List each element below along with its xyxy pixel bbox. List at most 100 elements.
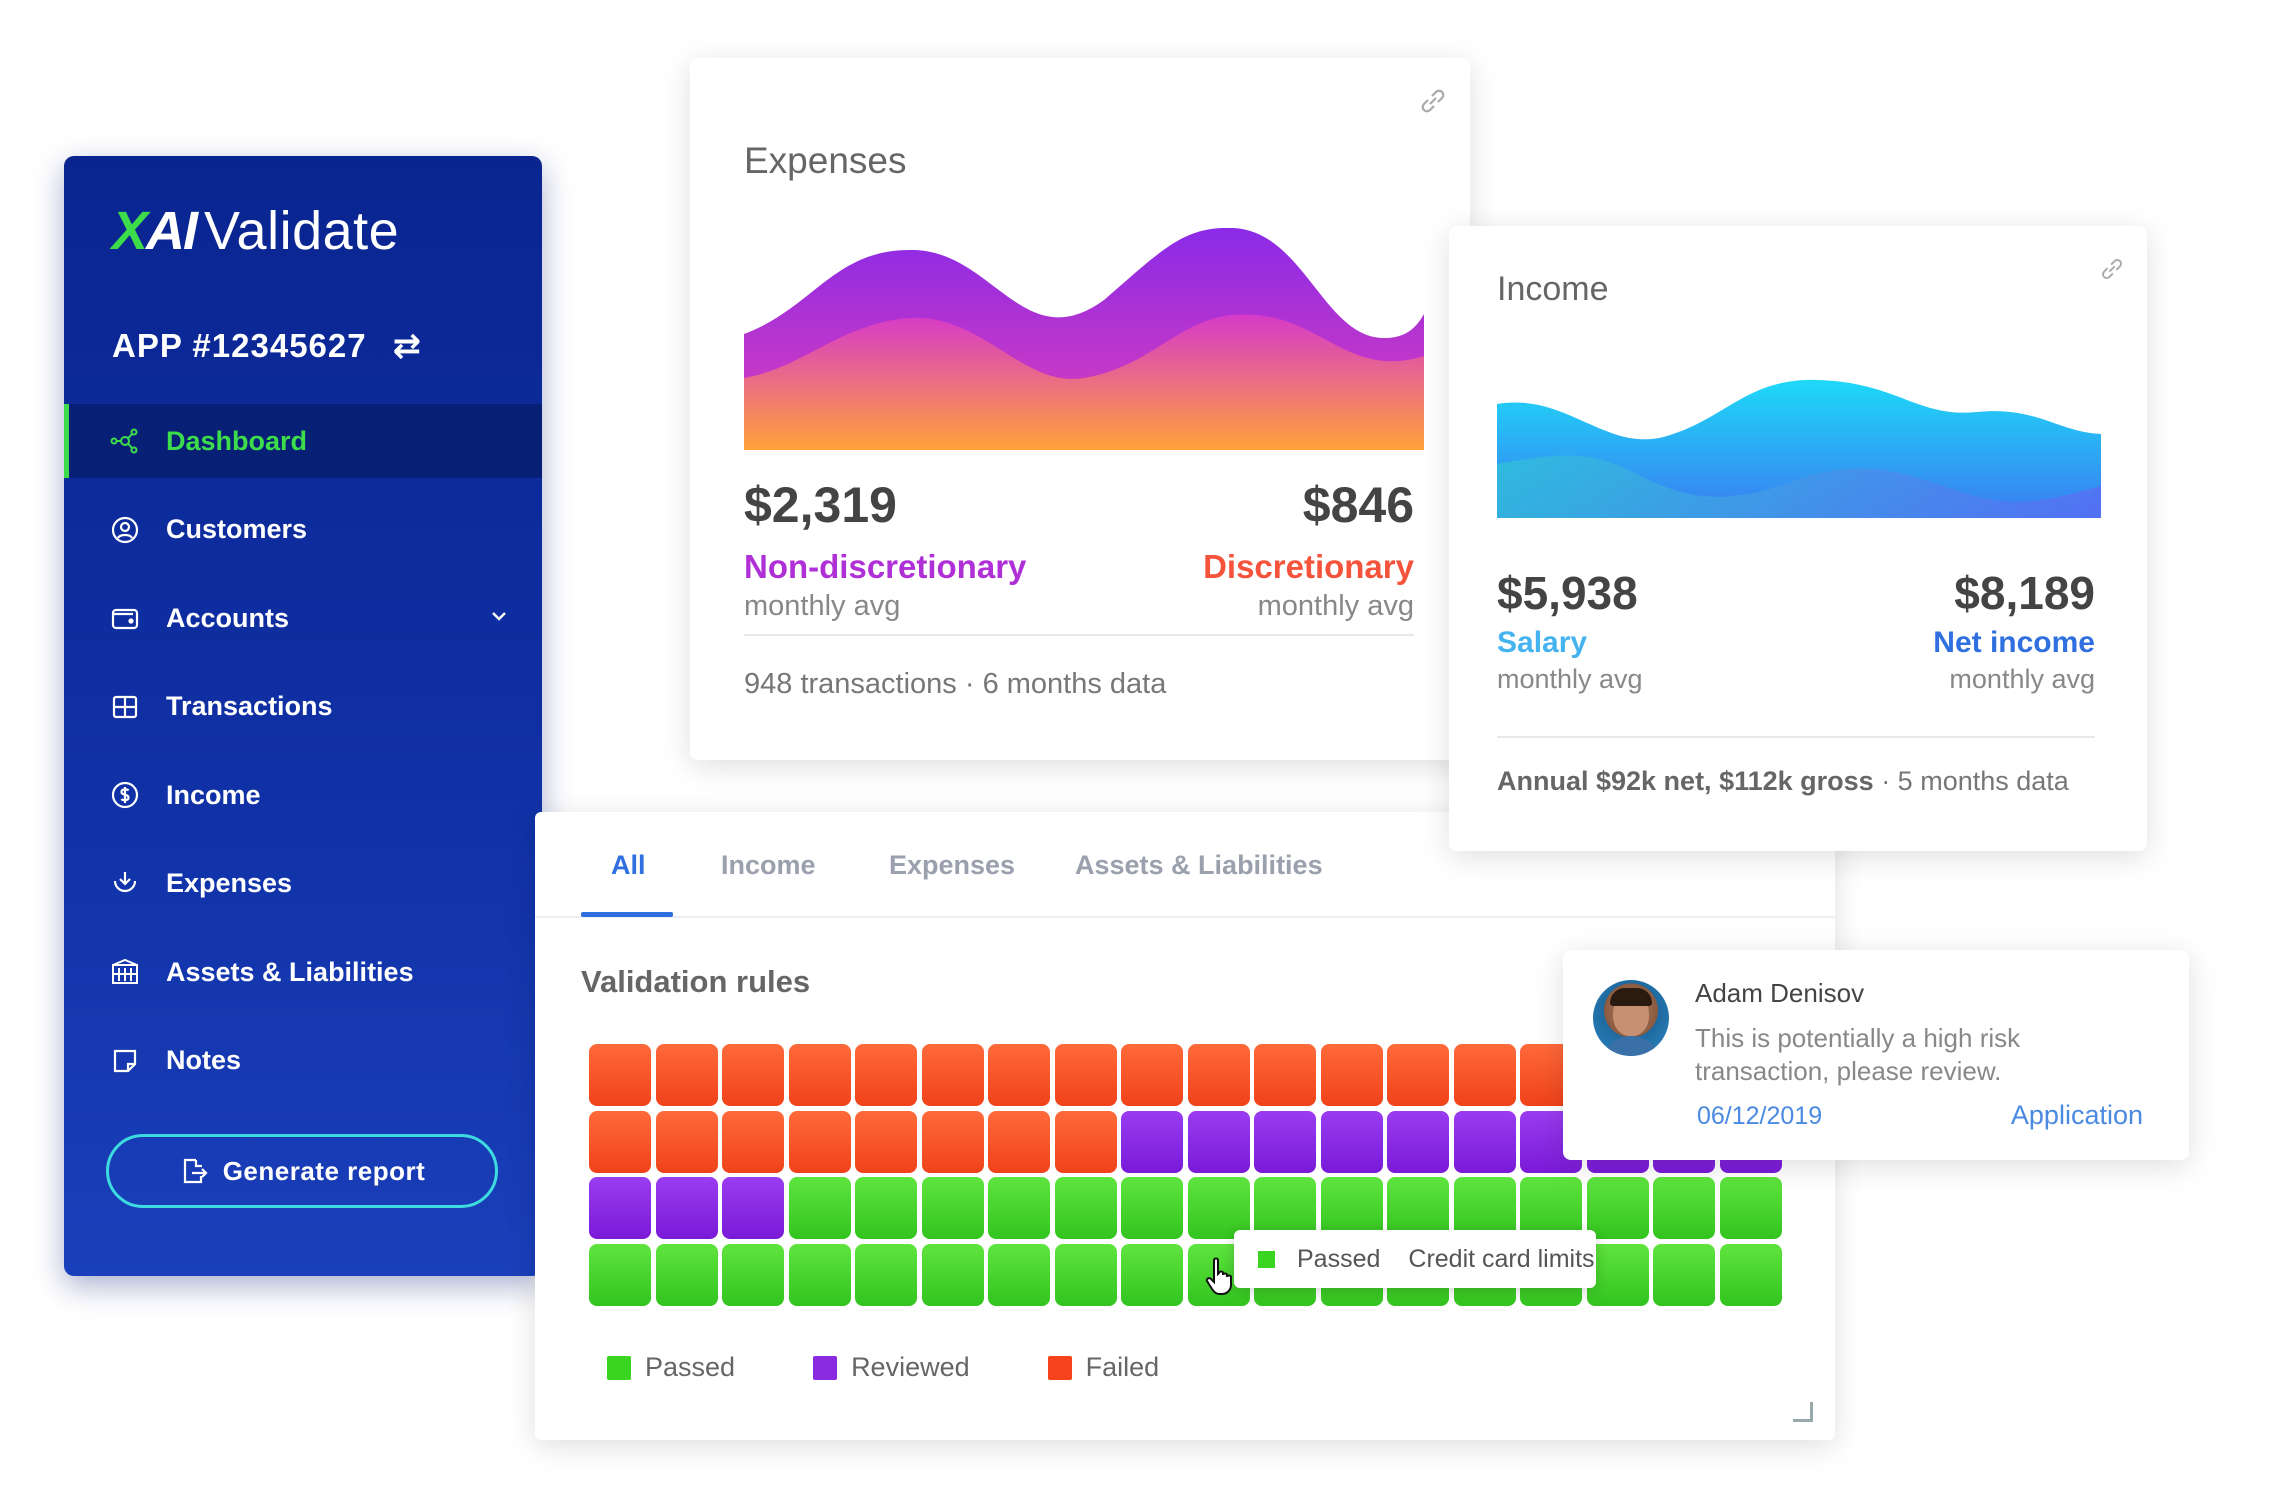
rule-cell-failed[interactable] [722,1044,784,1106]
app-logo[interactable]: XAI Validate [112,186,399,276]
rule-cell-failed[interactable] [921,1110,984,1173]
sidebar-item-dashboard[interactable]: Dashboard [64,404,542,478]
rule-cell-passed[interactable] [921,1243,984,1306]
rule-cell-failed[interactable] [788,1110,851,1173]
link-icon[interactable] [1416,84,1450,118]
rule-cell-passed[interactable] [1453,1177,1516,1239]
tooltip-status: Passed [1297,1244,1381,1273]
rule-cell-failed[interactable] [1121,1044,1183,1106]
sidebar-item-accounts[interactable]: Accounts [64,581,542,655]
rule-cell-failed[interactable] [1054,1110,1117,1173]
sidebar-nav: Dashboard Customers Accounts Transaction… [64,404,542,1112]
rule-cell-failed[interactable] [722,1110,784,1173]
sidebar-item-notes[interactable]: Notes [64,1024,542,1098]
rule-cell-reviewed[interactable] [655,1177,718,1239]
rule-cell-passed[interactable] [1586,1177,1649,1239]
rule-cell-failed[interactable] [855,1044,917,1106]
rule-cell-passed[interactable] [855,1177,917,1239]
net-income-label: Net income [1933,626,2095,659]
tab-assets-liabilities[interactable]: Assets & Liabilities [1075,850,1323,880]
sidebar-item-expenses[interactable]: Expenses [64,847,542,921]
sidebar-item-label: Expenses [166,868,293,898]
tab-income[interactable]: Income [721,850,816,880]
rule-cell-failed[interactable] [921,1044,984,1106]
net-income-value: $8,189 [1954,567,2095,619]
tab-expenses[interactable]: Expenses [889,850,1016,880]
rule-cell-reviewed[interactable] [1121,1110,1183,1173]
monthly-avg-label: monthly avg [1949,664,2095,694]
rule-cell-reviewed[interactable] [1320,1110,1383,1173]
rule-cell-failed[interactable] [1187,1044,1250,1106]
rule-cell-passed[interactable] [722,1243,784,1306]
discretionary-value: $846 [1302,477,1414,533]
rule-cell-passed[interactable] [1320,1177,1383,1239]
rule-cell-reviewed[interactable] [1254,1110,1316,1173]
rule-cell-passed[interactable] [988,1243,1050,1306]
rule-cell-passed[interactable] [1719,1243,1782,1306]
rule-cell-failed[interactable] [655,1110,718,1173]
resize-handle[interactable] [1793,1402,1813,1422]
sidebar-item-transactions[interactable]: Transactions [64,670,542,744]
rule-cell-failed[interactable] [1054,1044,1117,1106]
logo-mark-rest: AI [146,201,198,261]
rule-cell-failed[interactable] [1254,1044,1316,1106]
legend-label: Reviewed [851,1352,970,1382]
link-icon[interactable] [2097,254,2127,284]
rule-cell-reviewed[interactable] [1453,1110,1516,1173]
rule-cell-failed[interactable] [1320,1044,1383,1106]
divider [744,634,1414,636]
rule-cell-passed[interactable] [1121,1177,1183,1239]
generate-report-button[interactable]: Generate report [106,1134,498,1208]
rule-cell-passed[interactable] [1520,1177,1582,1239]
rule-cell-passed[interactable] [1387,1177,1449,1239]
notification-message: This is potentially a high risk transact… [1695,1023,2021,1086]
sidebar-item-label: Notes [166,1045,242,1075]
validation-rules-title: Validation rules [581,964,811,999]
salary-label: Salary [1497,626,1588,659]
rule-cell-passed[interactable] [855,1243,917,1306]
income-footer-rest: · 5 months data [1873,766,2069,796]
rule-cell-passed[interactable] [1187,1177,1250,1239]
sidebar-item-customers[interactable]: Customers [64,493,542,567]
swap-icon[interactable]: ⇄ [392,327,423,365]
rule-cell-passed[interactable] [655,1243,718,1306]
rule-cell-passed[interactable] [1653,1177,1715,1239]
rule-cell-failed[interactable] [988,1044,1050,1106]
rule-cell-failed[interactable] [589,1044,651,1106]
application-link[interactable]: Application [2010,1100,2143,1130]
sidebar-item-assets-liabilities[interactable]: Assets & Liabilities [64,935,542,1009]
rule-cell-passed[interactable] [1054,1243,1117,1306]
rule-cell-passed[interactable] [589,1243,651,1306]
rule-cell-reviewed[interactable] [722,1177,784,1239]
expenses-footer: 948 transactions · 6 months data [744,668,1167,700]
user-circle-icon [108,513,142,547]
rule-cell-reviewed[interactable] [589,1177,651,1239]
rule-cell-reviewed[interactable] [1387,1110,1449,1173]
sidebar-item-income[interactable]: Income [64,758,542,832]
notification-card[interactable]: Adam Denisov This is potentially a high … [1563,950,2189,1160]
tab-all[interactable]: All [611,850,646,880]
rule-cell-failed[interactable] [1453,1044,1516,1106]
rule-cell-failed[interactable] [655,1044,718,1106]
rule-cell-passed[interactable] [921,1177,984,1239]
card-title: Expenses [744,140,907,181]
rule-cell-passed[interactable] [788,1177,851,1239]
rule-cell-passed[interactable] [988,1177,1050,1239]
rule-cell-passed[interactable] [1586,1243,1649,1306]
rule-cell-passed[interactable] [1653,1243,1715,1306]
legend-swatch [1047,1355,1072,1380]
rule-cell-passed[interactable] [1254,1177,1316,1239]
rule-cell-passed[interactable] [1719,1177,1782,1239]
rule-cell-failed[interactable] [988,1110,1050,1173]
rule-cell-failed[interactable] [788,1044,851,1106]
rule-cell-passed[interactable] [788,1243,851,1306]
rule-cell-failed[interactable] [1387,1044,1449,1106]
rule-cell-passed[interactable] [1121,1243,1183,1306]
chevron-down-icon[interactable] [486,603,512,629]
rule-cell-failed[interactable] [589,1110,651,1173]
rule-cell-passed[interactable] [1054,1177,1117,1239]
rule-cell-reviewed[interactable] [1187,1110,1250,1173]
rule-cell-failed[interactable] [855,1110,917,1173]
avatar-shirt [1601,1036,1661,1056]
export-icon [183,1158,208,1184]
